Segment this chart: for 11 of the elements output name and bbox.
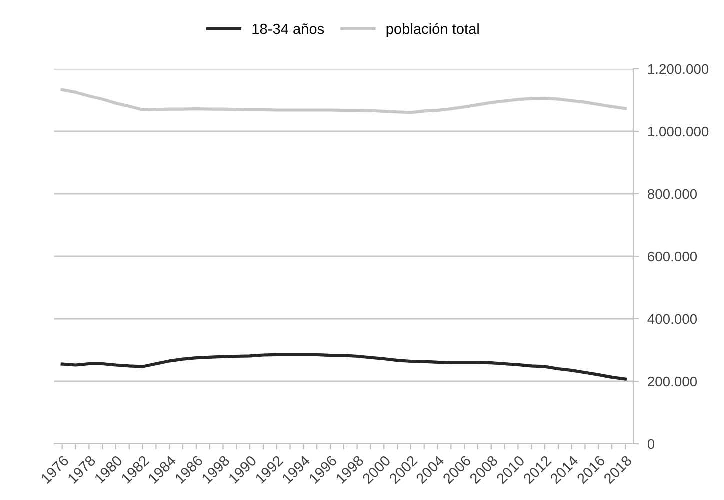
y-tick-label: 800.000	[648, 189, 698, 200]
line-series	[60, 88, 627, 114]
legend-label: población total	[386, 23, 479, 38]
y-tick-label: 600.000	[648, 252, 698, 262]
y-tick-label: 400.000	[648, 314, 698, 324]
y-tick-label: 0	[648, 439, 655, 450]
line-series	[60, 353, 627, 381]
y-tick-label: 1.000.000	[648, 126, 709, 137]
y-tick-label: 200.000	[648, 376, 698, 387]
legend-label: 18-34 años	[252, 24, 324, 34]
y-tick-label: 1.200.000	[648, 64, 709, 74]
